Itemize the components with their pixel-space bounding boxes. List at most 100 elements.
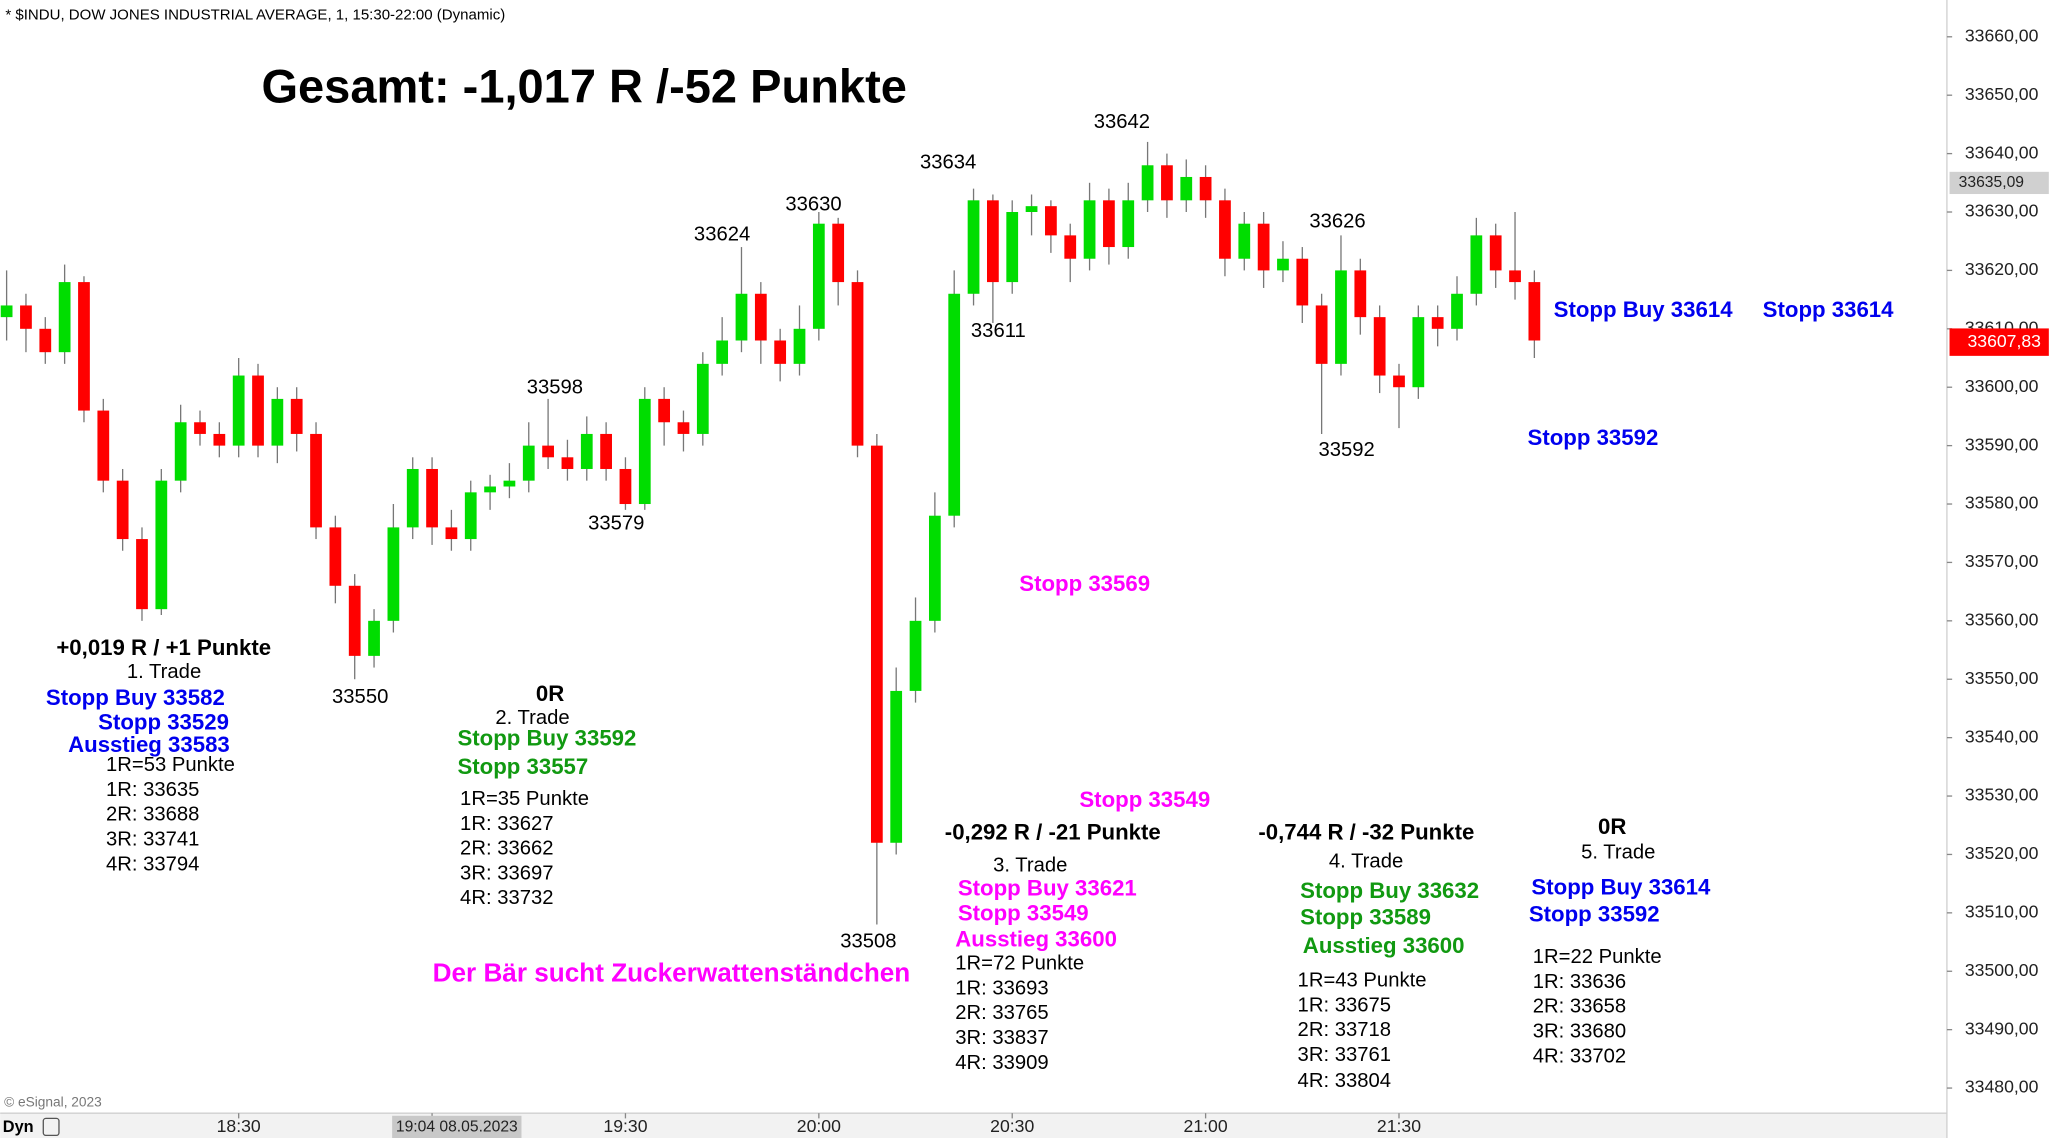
annotation: 4R: 33702 xyxy=(1533,1045,1626,1067)
candle-body xyxy=(561,457,574,469)
annotation: 3R: 33741 xyxy=(106,828,199,850)
annotation: 33579 xyxy=(588,512,644,534)
candle-body xyxy=(290,398,303,434)
annotation: 2R: 33718 xyxy=(1298,1019,1391,1041)
annotation: 2R: 33662 xyxy=(460,838,553,860)
annotation: 1R: 33627 xyxy=(460,813,553,835)
annotation: 33611 xyxy=(971,320,1026,342)
candle-body xyxy=(1238,223,1251,259)
candle-body xyxy=(39,328,52,353)
candle-body xyxy=(503,480,516,487)
candle-body xyxy=(1451,293,1463,329)
x-tick-label: 19:30 xyxy=(603,1116,647,1136)
annotation: 1R=22 Punkte xyxy=(1533,946,1662,968)
x-tick-label: 21:00 xyxy=(1184,1116,1228,1136)
annotation: 33598 xyxy=(527,376,583,398)
annotation: 3R: 33837 xyxy=(955,1027,1048,1049)
y-tick-label: 33480,00 xyxy=(1965,1077,2039,1097)
candle-body xyxy=(832,223,845,283)
candle-body xyxy=(638,398,651,505)
annotation: Stopp 33589 xyxy=(1300,904,1431,929)
candle-body xyxy=(677,422,690,434)
annotation: 33634 xyxy=(920,152,976,174)
annotation: 33626 xyxy=(1309,210,1365,232)
annotation: Stopp Buy 33614 xyxy=(1531,874,1711,899)
candle-body xyxy=(890,690,903,843)
annotation: Ausstieg 33583 xyxy=(68,732,230,757)
y-tick-label: 33630,00 xyxy=(1965,201,2039,221)
candle-body xyxy=(213,433,226,446)
candle-body xyxy=(774,340,787,364)
annotation: 4R: 33794 xyxy=(106,853,199,875)
chart-title: Gesamt: -1,017 R /-52 Punkte xyxy=(261,60,906,113)
candle-body xyxy=(580,433,593,469)
x-tick-label: 20:00 xyxy=(797,1116,841,1136)
annotation: 33642 xyxy=(1094,111,1150,133)
y-tick-label: 33600,00 xyxy=(1965,376,2039,396)
annotation: 33624 xyxy=(694,224,750,246)
candle-body xyxy=(812,223,825,329)
annotation: Stopp 33557 xyxy=(457,754,588,779)
candle-body xyxy=(1083,200,1096,259)
annotation: 5. Trade xyxy=(1581,842,1655,864)
candle-body xyxy=(387,527,400,621)
annotation: 1R=35 Punkte xyxy=(460,788,589,810)
candle-body xyxy=(735,293,748,341)
candle-body xyxy=(174,422,187,481)
candle-body xyxy=(619,468,632,505)
candle-body xyxy=(1122,200,1135,248)
candle-body xyxy=(948,293,961,516)
annotation: Der Bär sucht Zuckerwattenständchen xyxy=(433,958,911,988)
candle-body xyxy=(194,422,206,434)
annotation: 1R: 33675 xyxy=(1298,994,1391,1016)
y-tick-label: 33560,00 xyxy=(1965,609,2039,629)
candle-body xyxy=(310,433,322,528)
annotation: 4R: 33732 xyxy=(460,887,553,909)
annotation: Stopp 33592 xyxy=(1529,902,1660,927)
y-tick-label: 33550,00 xyxy=(1965,668,2039,688)
candle-body xyxy=(1470,235,1483,294)
annotation: 3R: 33761 xyxy=(1298,1044,1391,1066)
candle-body xyxy=(1161,165,1173,201)
candle-body xyxy=(1141,165,1154,201)
crosshair-time-label: 19:04 08.05.2023 xyxy=(396,1119,518,1136)
annotation: 33550 xyxy=(332,686,388,708)
chart-header: * $INDU, DOW JONES INDUSTRIAL AVERAGE, 1… xyxy=(5,7,505,24)
candle-body xyxy=(1373,317,1386,376)
candle-body xyxy=(542,445,554,458)
candle-body xyxy=(116,480,129,540)
candle-body xyxy=(1006,212,1019,283)
candle-body xyxy=(445,527,458,540)
y-tick-label: 33500,00 xyxy=(1965,960,2039,980)
candle-body xyxy=(20,305,32,329)
annotation: 33630 xyxy=(785,193,841,215)
candle-body xyxy=(1064,235,1077,259)
annotation: 1R=53 Punkte xyxy=(106,754,235,776)
annotation: 0R xyxy=(536,681,564,706)
candle-body xyxy=(368,620,380,656)
candle-body xyxy=(1103,200,1115,248)
candle-body xyxy=(271,398,284,446)
candle-body xyxy=(987,200,999,283)
annotation: Stopp Buy 33582 xyxy=(46,685,225,710)
annotation: 1R: 33635 xyxy=(106,779,199,801)
annotation: 2R: 33765 xyxy=(955,1002,1048,1024)
annotation: Stopp 33569 xyxy=(1019,571,1150,596)
candle-body xyxy=(484,486,496,493)
y-tick-label: 33530,00 xyxy=(1965,785,2039,805)
candle-body xyxy=(1412,317,1425,388)
annotation: Ausstieg 33600 xyxy=(1303,933,1465,958)
annotation: Stopp 33549 xyxy=(958,900,1089,925)
candle-body xyxy=(1393,375,1405,388)
candle-body xyxy=(754,293,767,341)
annotation: 2R: 33658 xyxy=(1533,996,1626,1018)
candle-body xyxy=(1489,235,1502,271)
candle-body xyxy=(136,539,148,610)
candle-body xyxy=(1277,258,1289,271)
annotation: Stopp 33614 xyxy=(1763,297,1894,322)
annotation: -0,744 R / -32 Punkte xyxy=(1258,819,1474,844)
candle-body xyxy=(252,375,264,446)
candle-body xyxy=(348,585,361,656)
annotation: 2R: 33688 xyxy=(106,804,199,826)
